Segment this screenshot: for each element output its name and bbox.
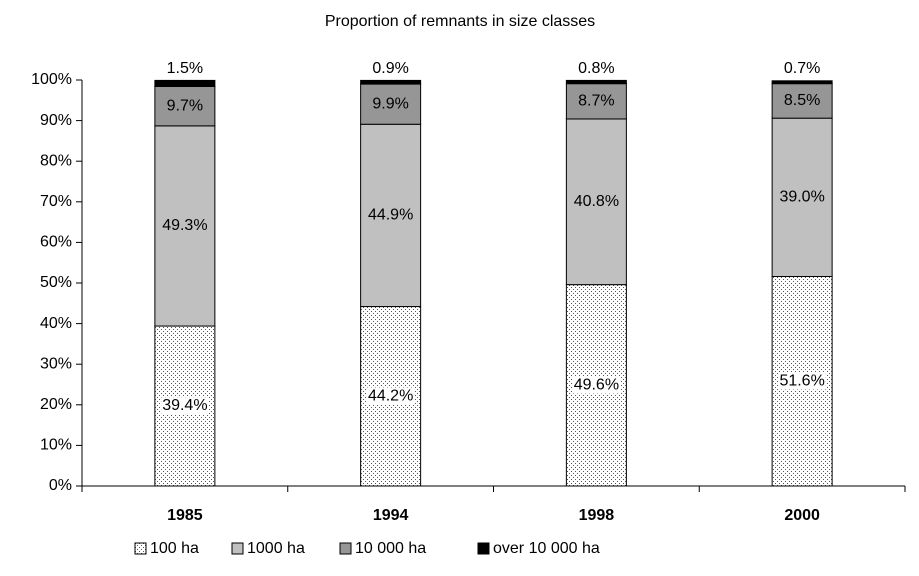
y-tick-label: 40% — [40, 315, 72, 332]
bar-segment — [565, 79, 627, 85]
bar-segment — [154, 79, 216, 87]
legend-swatch — [477, 542, 490, 555]
y-tick-label: 60% — [40, 234, 72, 251]
y-tick-label: 70% — [40, 193, 72, 210]
label-background — [161, 397, 209, 415]
bar-segment — [771, 117, 833, 278]
legend-swatch — [134, 542, 147, 555]
value-label: 40.8% — [574, 193, 619, 210]
legend-label: 1000 ha — [247, 540, 305, 557]
legend-label: 10 000 ha — [355, 540, 426, 557]
value-label: 9.9% — [372, 95, 408, 112]
chart-title: Proportion of remnants in size classes — [325, 13, 595, 30]
label-background — [366, 387, 415, 405]
bar-segment — [360, 123, 422, 308]
legend-label: 100 ha — [150, 540, 199, 557]
y-tick-label: 90% — [40, 112, 72, 129]
y-tick-label: 100% — [31, 71, 72, 88]
bar-segment — [360, 79, 422, 85]
y-tick-label: 80% — [40, 152, 72, 169]
value-label: 9.7% — [167, 97, 203, 114]
x-tick-label: 1985 — [167, 507, 203, 524]
y-tick-label: 20% — [40, 396, 72, 413]
value-label: 0.8% — [578, 60, 614, 77]
value-label: 44.2% — [368, 387, 413, 404]
value-label: 44.9% — [368, 207, 413, 224]
legend-swatch — [231, 542, 244, 555]
legend-swatch — [339, 542, 352, 555]
value-label: 8.5% — [784, 92, 820, 109]
bar-segment — [154, 85, 216, 127]
value-label: 8.7% — [578, 93, 614, 110]
bar-segment — [565, 83, 627, 120]
value-label: 0.9% — [372, 60, 408, 77]
value-label: 39.4% — [162, 397, 207, 414]
y-tick-label: 30% — [40, 355, 72, 372]
value-label: 49.3% — [162, 217, 207, 234]
value-label: 39.0% — [779, 189, 824, 206]
y-tick-label: 0% — [49, 477, 72, 494]
label-background — [572, 376, 621, 394]
bar-segment — [771, 80, 833, 85]
value-label: 49.6% — [574, 377, 619, 394]
value-label: 51.6% — [779, 372, 824, 389]
y-tick-label: 50% — [40, 274, 72, 291]
x-tick-label: 2000 — [784, 507, 820, 524]
x-tick-label: 1994 — [373, 507, 409, 524]
value-label: 0.7% — [784, 60, 820, 77]
value-label: 1.5% — [167, 60, 203, 77]
legend-label: over 10 000 ha — [493, 540, 600, 557]
bar-segment — [771, 83, 833, 119]
bar-segment — [565, 118, 627, 286]
x-tick-label: 1998 — [579, 507, 615, 524]
y-tick-label: 10% — [40, 437, 72, 454]
bar-segment — [154, 125, 216, 327]
label-background — [778, 372, 826, 390]
